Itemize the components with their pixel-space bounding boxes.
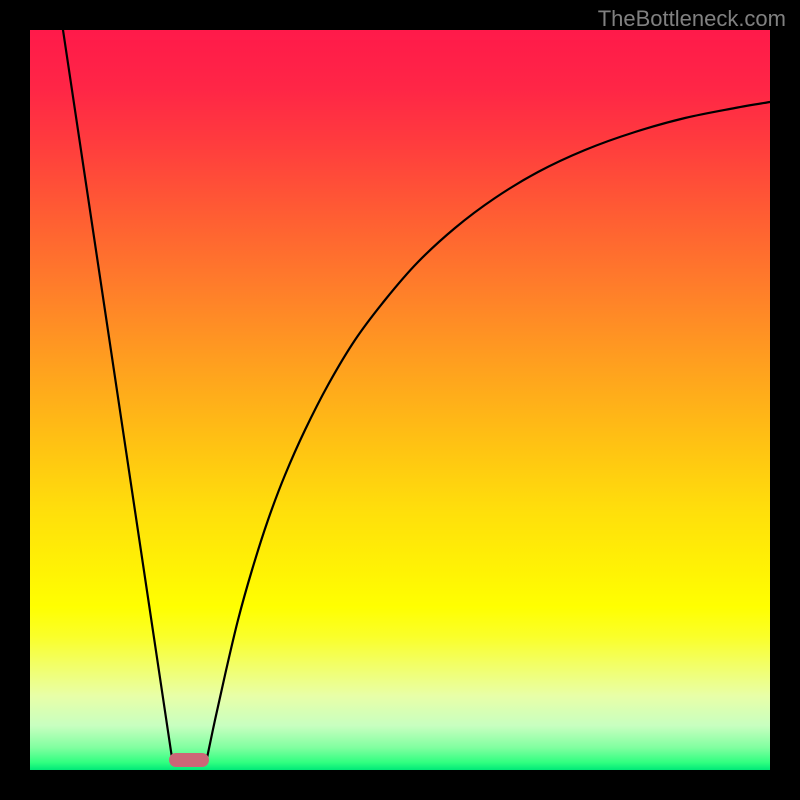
chart-svg: [0, 0, 800, 800]
bottleneck-chart: TheBottleneck.com: [0, 0, 800, 800]
plot-background: [30, 30, 770, 770]
watermark-text: TheBottleneck.com: [598, 6, 786, 32]
optimal-marker: [169, 753, 209, 767]
